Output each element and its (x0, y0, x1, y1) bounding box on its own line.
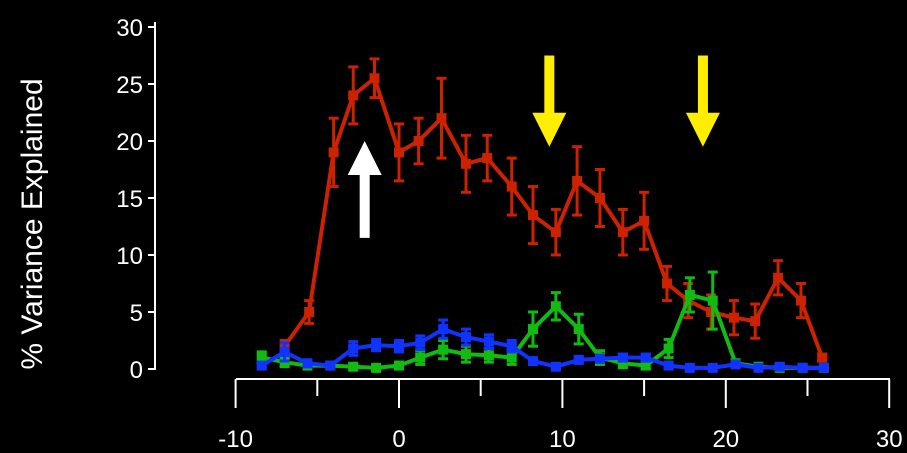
data-point (483, 336, 494, 347)
data-point (369, 73, 380, 84)
x-ticks: -10 0 10 20 30 (218, 379, 903, 453)
data-point (304, 307, 315, 317)
data-point (394, 360, 404, 371)
data-point (617, 227, 628, 238)
y-tick-label: 25 (116, 72, 143, 99)
data-point (774, 361, 785, 372)
series-2 (256, 318, 829, 373)
data-point (773, 272, 784, 283)
data-point (684, 362, 695, 373)
series-line (261, 292, 824, 370)
y-tick-label: 30 (116, 15, 143, 42)
data-point (460, 158, 471, 169)
data-point (730, 359, 741, 370)
data-point (527, 356, 538, 367)
data-point (506, 352, 517, 363)
data-point (506, 341, 517, 352)
data-point (438, 344, 449, 355)
y-tick-label: 0 (130, 357, 143, 384)
data-point (348, 361, 359, 372)
data-point (661, 278, 672, 289)
data-point (415, 352, 426, 363)
x-tick-label: -10 (218, 426, 253, 453)
y-ticks: 0 5 10 15 20 25 30 (116, 15, 155, 384)
y-tick-label: 5 (130, 300, 143, 327)
data-point (706, 307, 717, 317)
data-point (572, 175, 583, 186)
white-up-arrow (347, 141, 382, 238)
data-point (818, 362, 829, 373)
data-point (328, 147, 339, 158)
series-group (256, 57, 829, 373)
y-tick-label: 10 (116, 243, 143, 270)
data-point (750, 316, 761, 327)
data-point (639, 215, 650, 226)
data-point (753, 362, 764, 373)
data-point (527, 210, 538, 221)
data-point (415, 337, 426, 348)
y-tick-label: 15 (116, 186, 143, 213)
data-point (617, 358, 628, 369)
data-point (279, 346, 290, 357)
data-point (460, 349, 471, 360)
data-point (550, 227, 561, 238)
data-point (640, 352, 651, 363)
yellow-down-arrow (685, 55, 720, 147)
axes: 0 5 10 15 20 25 30 -10 0 10 20 30 (116, 15, 902, 453)
data-point (707, 295, 718, 306)
data-point (795, 295, 806, 306)
data-point (573, 324, 584, 335)
data-point (617, 352, 628, 363)
data-point (527, 324, 538, 335)
x-tick-label: 30 (876, 426, 903, 453)
data-point (707, 362, 718, 373)
data-point (348, 90, 359, 101)
data-point (256, 352, 267, 363)
data-point (728, 312, 739, 323)
data-point (394, 341, 404, 352)
data-point (394, 147, 404, 158)
data-point (348, 343, 359, 354)
data-point (594, 353, 605, 364)
x-tick-label: 20 (712, 426, 739, 453)
data-point (797, 362, 808, 373)
data-point (371, 340, 382, 351)
data-point (460, 332, 471, 343)
data-point (413, 136, 424, 146)
data-point (594, 193, 605, 203)
data-point (256, 360, 267, 371)
data-point (482, 153, 493, 164)
annotation-arrows (347, 55, 720, 238)
data-point (438, 324, 449, 335)
data-point (663, 343, 674, 354)
data-point (302, 358, 313, 369)
data-point (684, 289, 695, 300)
x-tick-label: 0 (392, 426, 405, 453)
data-point (550, 301, 561, 312)
data-point (325, 360, 336, 371)
y-tick-label: 20 (116, 129, 143, 156)
data-point (573, 354, 584, 365)
data-point (506, 181, 517, 192)
data-point (663, 360, 674, 371)
data-point (640, 360, 651, 371)
data-point (550, 361, 561, 372)
y-axis-title: % Variance Explained (16, 78, 49, 369)
x-tick-label: 10 (549, 426, 576, 453)
data-point (483, 350, 494, 361)
data-point (436, 113, 447, 124)
data-point (817, 352, 828, 363)
yellow-down-arrow (532, 55, 567, 147)
data-point (371, 362, 382, 373)
